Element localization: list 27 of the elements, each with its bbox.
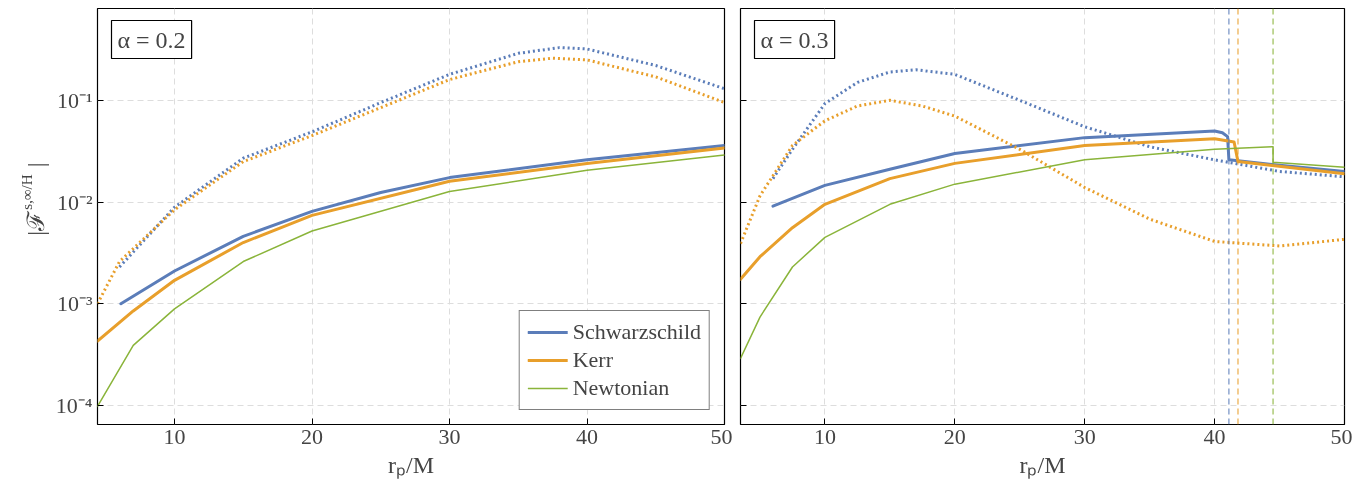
line-series [97, 154, 725, 408]
line-series [118, 46, 725, 269]
line-series [97, 56, 725, 306]
x-axis-title: rₚ/M [388, 451, 434, 479]
x-axis-title: rₚ/M [1019, 451, 1066, 479]
text: α = 0.3 [760, 26, 829, 53]
x-tick-label: 50 [710, 423, 733, 449]
x-tick-label: 30 [438, 423, 461, 449]
x-tick-label: 40 [576, 423, 598, 449]
x-tick-label: 20 [943, 423, 966, 449]
text: α = 0.2 [117, 26, 186, 53]
y-tick-label: 10⁻⁴ [55, 392, 93, 418]
x-tick-label: 40 [1203, 423, 1226, 449]
legend-label: Schwarzschild [572, 319, 701, 345]
y-tick-label: 10⁻³ [56, 291, 93, 317]
legend-label: Kerr [572, 347, 614, 373]
y-tick-label: 10⁻¹ [56, 87, 93, 113]
legend-label: Newtonian [572, 375, 670, 401]
line-series [119, 143, 725, 306]
y-tick-label: 10⁻² [56, 189, 93, 215]
x-tick-label: 50 [1330, 423, 1353, 449]
line-series [97, 146, 725, 343]
y-axis-title: |ℱs,∞/H| [18, 162, 49, 236]
x-tick-label: 10 [163, 423, 186, 449]
x-tick-label: 20 [301, 423, 323, 449]
x-tick-label: 30 [1073, 423, 1096, 449]
x-tick-label: 10 [813, 423, 836, 449]
